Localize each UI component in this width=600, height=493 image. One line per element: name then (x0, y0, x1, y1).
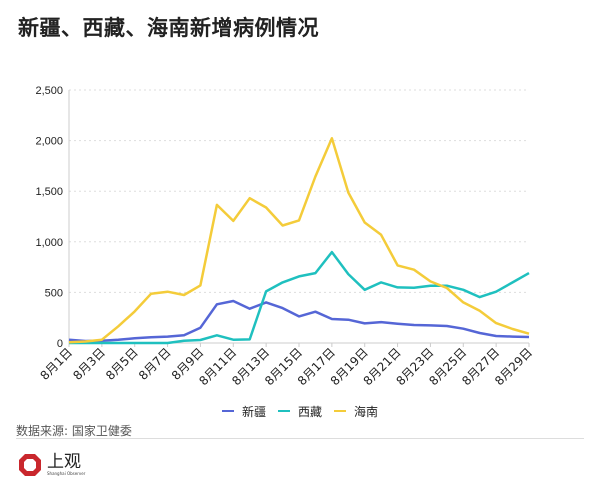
legend-label: 海南 (354, 404, 379, 419)
line-chart: 0 500 1,000 1,500 2,000 2,500 8月1日8月3日8月5日8月7日… (35, 85, 535, 388)
logo-icon (19, 454, 41, 476)
legend-item[interactable]: 西藏 (277, 403, 322, 420)
x-tick-label: 8月3日 (70, 345, 108, 383)
logo-text: 上观 (47, 452, 81, 472)
divider (16, 438, 584, 439)
legend-swatch (277, 410, 290, 412)
series-line-海南 (68, 137, 530, 344)
logo-subtext: Shanghai Observer (47, 471, 86, 476)
legend-label: 新疆 (241, 404, 266, 419)
series-line-新疆 (68, 299, 530, 343)
y-tick-label: 500 (45, 287, 63, 299)
x-tick-label: 8月7日 (136, 345, 174, 383)
series-line-西藏 (69, 250, 530, 345)
logo: 上观 Shanghai Observer (18, 453, 85, 477)
x-tick-label: 8月5日 (103, 345, 141, 383)
legend-swatch (221, 410, 234, 412)
chart-title: 新疆、西藏、海南新增病例情况 (18, 16, 319, 40)
x-tick-label: 8月1日 (37, 345, 75, 383)
legend-label: 西藏 (297, 404, 322, 419)
y-tick-label: 0 (57, 338, 63, 350)
y-tick-label: 2,500 (35, 85, 63, 97)
legend-item[interactable]: 海南 (334, 403, 378, 420)
data-source: 数据来源: 国家卫健委 (16, 424, 132, 438)
legend-swatch (334, 410, 346, 412)
legend: 新疆 西藏 海南 (0, 401, 600, 420)
legend-item[interactable]: 新疆 (221, 403, 266, 420)
y-tick-label: 1,000 (35, 237, 63, 249)
y-tick-label: 2,000 (35, 136, 63, 148)
y-tick-label: 1,500 (35, 186, 63, 198)
